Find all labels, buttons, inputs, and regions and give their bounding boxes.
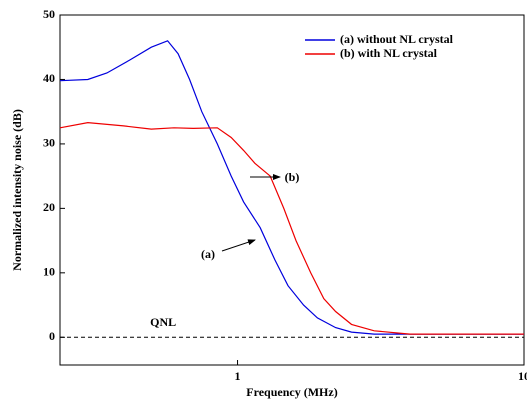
annotation-arrow [221,239,256,252]
series-line [59,40,524,335]
y-tick-label: 10 [43,265,55,279]
annotation-label: (b) [285,170,300,184]
y-tick-label: 0 [49,329,55,343]
legend-label: (b) with NL crystal [340,46,438,60]
y-tick-label: 50 [43,7,55,21]
annotation-label: (a) [201,247,215,261]
y-tick-label: 40 [43,71,55,85]
y-tick-label: 30 [43,136,55,150]
y-axis-label: Normalized intensity noise (dB) [10,109,24,271]
qnl-label: QNL [150,315,176,329]
x-tick-label: 10 [518,369,527,383]
plot-frame [59,14,525,366]
legend-label: (a) without NL crystal [340,32,454,46]
x-axis-label: Frequency (MHz) [246,385,337,399]
x-tick-label: 1 [235,369,241,383]
series-line [59,121,524,335]
y-tick-label: 20 [43,200,55,214]
